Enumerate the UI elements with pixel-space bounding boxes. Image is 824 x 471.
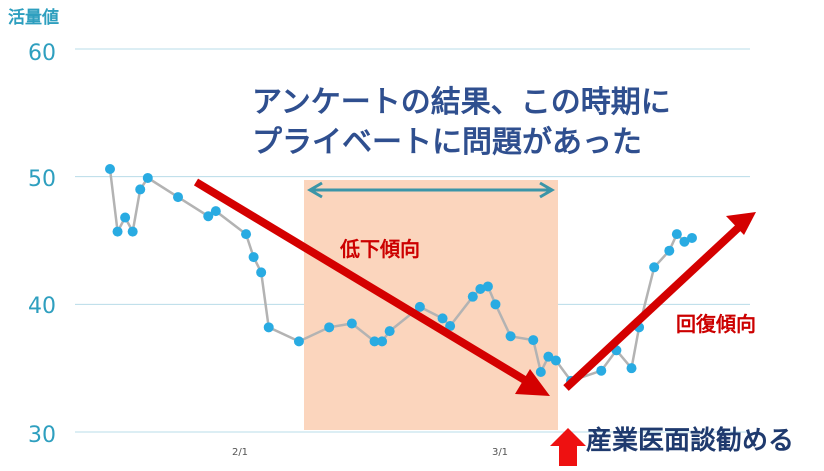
data-point [135, 184, 146, 195]
data-series [105, 164, 697, 386]
y-tick-label: 40 [28, 294, 56, 319]
y-tick-label: 30 [28, 423, 56, 448]
data-point [490, 299, 501, 310]
data-point [241, 229, 252, 240]
data-point [127, 226, 138, 237]
data-point [263, 322, 274, 333]
annotation-recovery: 回復傾向 [676, 312, 756, 336]
data-point [596, 365, 607, 376]
data-point [105, 164, 115, 175]
data-point [649, 262, 660, 273]
data-point [467, 291, 478, 302]
data-point [437, 313, 448, 324]
data-point [626, 363, 637, 374]
data-point [173, 192, 184, 203]
recovery-arrow [563, 212, 756, 391]
data-point [210, 206, 221, 217]
data-point [679, 236, 690, 247]
data-point [550, 355, 561, 366]
data-point [293, 336, 304, 347]
y-tick-label: 50 [28, 167, 56, 192]
data-point [686, 232, 697, 243]
data-point [346, 318, 357, 329]
highlight-region [304, 180, 558, 430]
data-point [535, 366, 546, 377]
data-point [482, 281, 493, 292]
y-axis-label: 活量値 [8, 7, 59, 28]
data-point [369, 336, 380, 347]
data-point [505, 331, 516, 342]
annotation-survey-line2: プライベートに問題があった [252, 125, 642, 160]
annotation-interview: 産業医面談勧める [586, 425, 794, 456]
data-point [671, 229, 682, 240]
data-point [256, 267, 267, 278]
data-point [120, 212, 131, 223]
data-point [384, 326, 395, 337]
decline-arrow [193, 178, 550, 396]
data-point [248, 252, 259, 263]
annotation-survey-line1: アンケートの結果、この時期に [252, 85, 671, 120]
data-point [445, 321, 456, 332]
data-point [377, 336, 388, 347]
data-point [414, 301, 425, 312]
data-point [664, 245, 675, 256]
period-double-arrow [307, 181, 555, 199]
data-point [475, 284, 486, 295]
up-arrow-icon [550, 428, 586, 466]
data-point [203, 211, 214, 222]
data-point [324, 322, 335, 333]
x-tick-label: 2/1 [232, 447, 248, 458]
data-point [528, 335, 539, 346]
data-point [142, 172, 153, 183]
x-tick-label: 3/1 [492, 447, 508, 458]
data-point [543, 351, 554, 362]
annotation-decline: 低下傾向 [339, 237, 420, 261]
y-tick-labels: 60 50 40 30 [28, 41, 56, 448]
data-point [112, 226, 123, 237]
y-tick-label: 60 [28, 41, 56, 66]
